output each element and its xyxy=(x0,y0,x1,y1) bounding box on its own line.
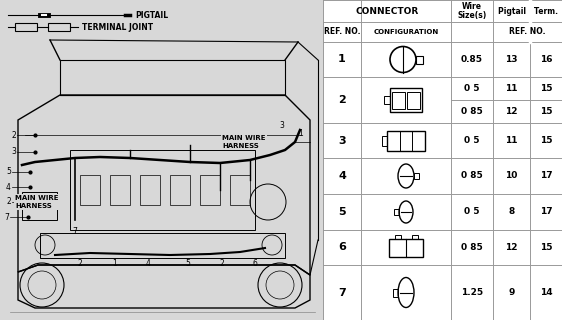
Bar xyxy=(22,192,57,220)
Bar xyxy=(110,175,130,205)
Bar xyxy=(395,235,401,238)
Bar xyxy=(414,173,419,179)
Text: 15: 15 xyxy=(540,243,552,252)
Text: 16: 16 xyxy=(540,55,552,64)
Text: CONFIGURATION: CONFIGURATION xyxy=(373,29,438,35)
Text: REF. NO.: REF. NO. xyxy=(509,28,546,36)
Text: 7: 7 xyxy=(338,287,346,298)
Text: Wire
Size(s): Wire Size(s) xyxy=(457,2,487,20)
Text: 2: 2 xyxy=(338,95,346,105)
Text: 17: 17 xyxy=(540,172,552,180)
Text: 4: 4 xyxy=(146,260,151,268)
Text: 11: 11 xyxy=(505,136,518,145)
Bar xyxy=(140,175,160,205)
Text: 0 5: 0 5 xyxy=(464,84,480,93)
Text: 1: 1 xyxy=(338,54,346,65)
Text: 1.25: 1.25 xyxy=(461,288,483,297)
Bar xyxy=(393,289,398,297)
Text: 6: 6 xyxy=(338,243,346,252)
Bar xyxy=(200,175,220,205)
Text: 0 85: 0 85 xyxy=(461,172,483,180)
Bar xyxy=(411,235,418,238)
Bar xyxy=(170,175,190,205)
Text: 0 85: 0 85 xyxy=(461,107,483,116)
Bar xyxy=(230,175,250,205)
Text: 4: 4 xyxy=(338,171,346,181)
Text: 8: 8 xyxy=(509,207,515,217)
Text: 2: 2 xyxy=(220,260,224,268)
Text: 3: 3 xyxy=(338,135,346,146)
Text: 5: 5 xyxy=(6,167,11,177)
Text: 15: 15 xyxy=(540,84,552,93)
Text: CONNECTOR: CONNECTOR xyxy=(355,6,419,15)
Bar xyxy=(389,238,423,257)
Text: 15: 15 xyxy=(540,107,552,116)
Bar xyxy=(394,209,399,215)
Text: Pigtail   Term.: Pigtail Term. xyxy=(497,6,558,15)
Bar xyxy=(392,92,405,108)
Text: 3: 3 xyxy=(279,121,284,130)
Text: 11: 11 xyxy=(505,84,518,93)
Text: PIGTAIL: PIGTAIL xyxy=(135,11,168,20)
Bar xyxy=(0,0,323,320)
Bar xyxy=(382,135,387,146)
Bar xyxy=(48,23,70,31)
Text: 17: 17 xyxy=(540,207,552,217)
Bar xyxy=(40,233,285,258)
Bar xyxy=(407,92,420,108)
Text: 0 5: 0 5 xyxy=(464,207,480,217)
Text: TERMINAL JOINT: TERMINAL JOINT xyxy=(82,22,153,31)
Text: 12: 12 xyxy=(505,243,518,252)
Text: 0 85: 0 85 xyxy=(461,243,483,252)
Text: 12: 12 xyxy=(505,107,518,116)
Text: 7: 7 xyxy=(4,212,9,221)
Bar xyxy=(387,131,425,150)
Bar xyxy=(390,88,422,112)
Text: 0.85: 0.85 xyxy=(461,55,483,64)
Text: MAIN WIRE
HARNESS: MAIN WIRE HARNESS xyxy=(222,135,265,149)
Text: 1: 1 xyxy=(112,260,117,268)
Text: 2: 2 xyxy=(78,260,83,268)
Text: REF. NO.: REF. NO. xyxy=(324,28,360,36)
Text: 13: 13 xyxy=(505,55,518,64)
Text: 3: 3 xyxy=(11,148,16,156)
Text: 7: 7 xyxy=(72,228,78,236)
Text: 2: 2 xyxy=(6,197,11,206)
Text: 1: 1 xyxy=(298,129,303,138)
Text: 0 5: 0 5 xyxy=(464,136,480,145)
Bar xyxy=(323,0,562,320)
Bar xyxy=(416,55,423,63)
Text: 14: 14 xyxy=(540,288,552,297)
Bar xyxy=(384,96,390,104)
Bar xyxy=(15,23,37,31)
Text: 9: 9 xyxy=(508,288,515,297)
Bar xyxy=(70,150,255,230)
Text: 4: 4 xyxy=(6,182,11,191)
Text: MAIN WIRE
HARNESS: MAIN WIRE HARNESS xyxy=(15,195,58,209)
Text: 2: 2 xyxy=(11,131,16,140)
Text: 15: 15 xyxy=(540,136,552,145)
Text: 10: 10 xyxy=(505,172,518,180)
Bar xyxy=(80,175,100,205)
Text: 5: 5 xyxy=(185,260,191,268)
Text: 5: 5 xyxy=(338,207,346,217)
Text: 6: 6 xyxy=(252,260,257,268)
